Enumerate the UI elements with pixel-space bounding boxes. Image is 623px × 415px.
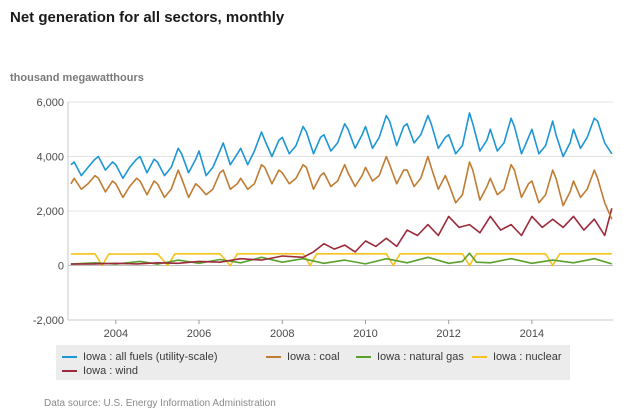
legend-label: Iowa : coal — [287, 351, 340, 363]
series-line-wind — [70, 208, 613, 265]
series-line-nuclear — [70, 253, 612, 267]
legend: Iowa : all fuels (utility-scale) Iowa : c… — [56, 345, 570, 380]
legend-label: Iowa : all fuels (utility-scale) — [83, 351, 218, 363]
y-tick-label: 0 — [58, 261, 64, 273]
series-line-all — [70, 112, 613, 180]
y-tick-label: 2,000 — [36, 206, 64, 218]
y-axis-label: thousand megawatthours — [10, 72, 144, 84]
chart-title: Net generation for all sectors, monthly — [10, 9, 285, 26]
data-source: Data source: U.S. Energy Information Adm… — [44, 398, 276, 409]
legend-item[interactable]: Iowa : coal — [266, 351, 340, 363]
y-tick-label: 4,000 — [36, 152, 64, 164]
legend-label: Iowa : nuclear — [493, 351, 562, 363]
x-axis-ticks: 2004 2006 2008 2010 2012 2014 — [104, 320, 544, 340]
legend-swatch — [472, 356, 487, 358]
series-line-natural — [70, 252, 613, 265]
legend-item[interactable]: Iowa : nuclear — [472, 351, 561, 363]
y-tick-label: -2,000 — [33, 315, 64, 327]
x-tick-label: 2004 — [104, 328, 128, 340]
x-tick-label: 2014 — [520, 328, 544, 340]
series-lines — [70, 112, 613, 267]
x-tick-label: 2008 — [270, 328, 294, 340]
y-tick-label: 6,000 — [36, 97, 64, 109]
series-line-coal — [70, 155, 613, 220]
x-tick-label: 2010 — [353, 328, 377, 340]
legend-swatch — [62, 356, 77, 358]
x-tick-label: 2012 — [436, 328, 460, 340]
legend-item[interactable]: Iowa : natural gas — [356, 351, 464, 363]
legend-label: Iowa : natural gas — [377, 351, 464, 363]
legend-item[interactable]: Iowa : all fuels (utility-scale) — [62, 351, 218, 363]
y-axis-ticks: 6,000 4,000 2,000 0 -2,000 — [33, 97, 64, 327]
legend-swatch — [62, 370, 77, 372]
legend-swatch — [266, 356, 281, 358]
x-tick-label: 2006 — [187, 328, 211, 340]
legend-swatch — [356, 356, 371, 358]
legend-item[interactable]: Iowa : wind — [62, 365, 138, 377]
legend-label: Iowa : wind — [83, 365, 139, 377]
